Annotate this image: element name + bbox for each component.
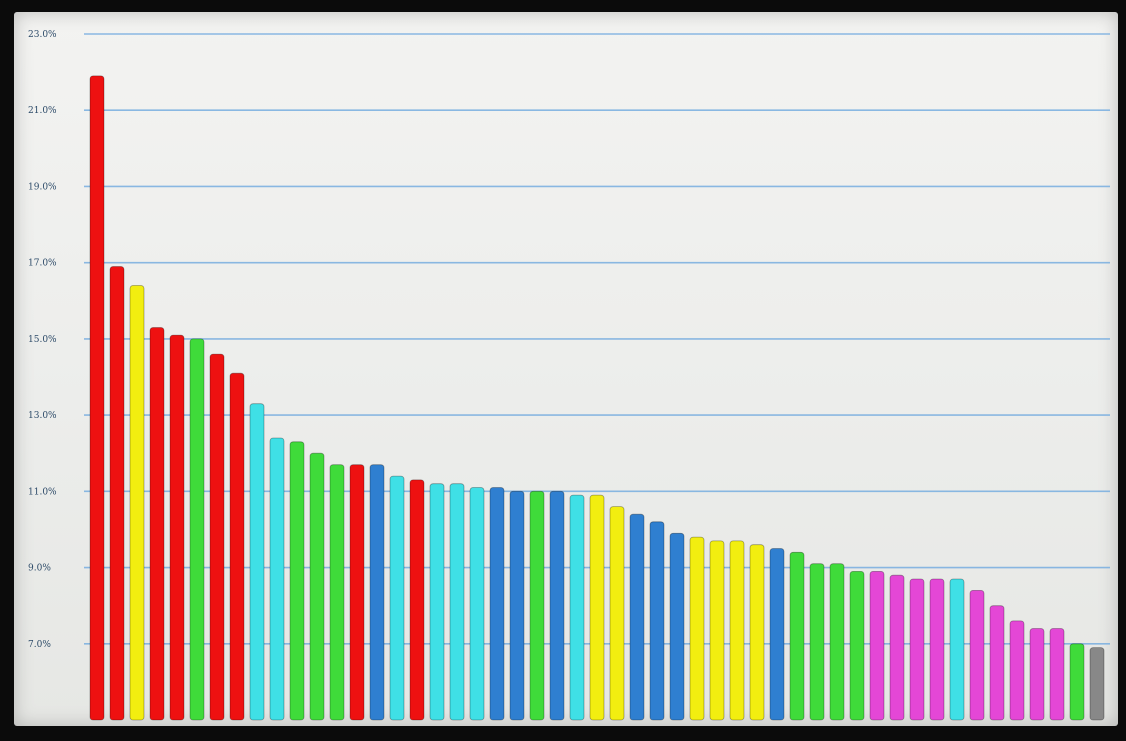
bars [89,75,1105,721]
bar [289,441,305,721]
bar [489,487,505,721]
bar [209,353,225,721]
y-tick-label: 13.0% [28,411,57,421]
bar [749,544,765,721]
bar [969,590,985,721]
bar [929,578,945,721]
bar [1069,643,1085,721]
bar [989,605,1005,721]
bar [869,571,885,721]
bar [429,483,445,721]
bar [409,479,425,721]
y-tick-label: 19.0% [28,182,57,192]
bar [449,483,465,721]
bar [549,490,565,721]
bar [1089,647,1105,721]
bar [89,75,105,721]
y-tick-label: 11.0% [28,487,57,497]
bar [169,334,185,721]
y-tick-label: 15.0% [28,335,57,345]
bar [509,490,525,721]
bar [949,578,965,721]
bar [309,452,325,721]
bar [789,551,805,721]
bar [369,464,385,721]
bar [589,494,605,721]
bar [1049,628,1065,721]
bar [109,266,125,721]
bar [269,437,285,721]
y-tick-label: 7.0% [28,640,51,650]
bar [729,540,745,721]
bar [829,563,845,721]
bar [469,487,485,721]
y-tick-label: 21.0% [28,106,57,116]
y-axis-tick-labels: 7.0% 9.0% 11.0% 13.0% 15.0% 17.0% 19.0% 21.0% 23… [28,30,57,650]
y-tick-label: 17.0% [28,259,57,269]
bar [329,464,345,721]
bar [389,475,405,721]
bar [129,285,145,721]
bar [889,574,905,721]
bar [809,563,825,721]
bar [849,571,865,721]
bar [1029,628,1045,721]
bar [189,338,205,721]
bar [649,521,665,721]
bar [1009,620,1025,721]
bar [629,513,645,721]
bar [909,578,925,721]
bar [569,494,585,721]
bar [249,403,265,721]
y-tick-label: 9.0% [28,564,51,574]
bar [529,490,545,721]
bar [609,506,625,721]
bar [229,372,245,721]
y-tick-label: 23.0% [28,30,57,40]
bar [769,548,785,721]
bar [689,536,705,721]
bar [149,327,165,721]
bar [349,464,365,721]
bar [709,540,725,721]
bar [669,532,685,721]
